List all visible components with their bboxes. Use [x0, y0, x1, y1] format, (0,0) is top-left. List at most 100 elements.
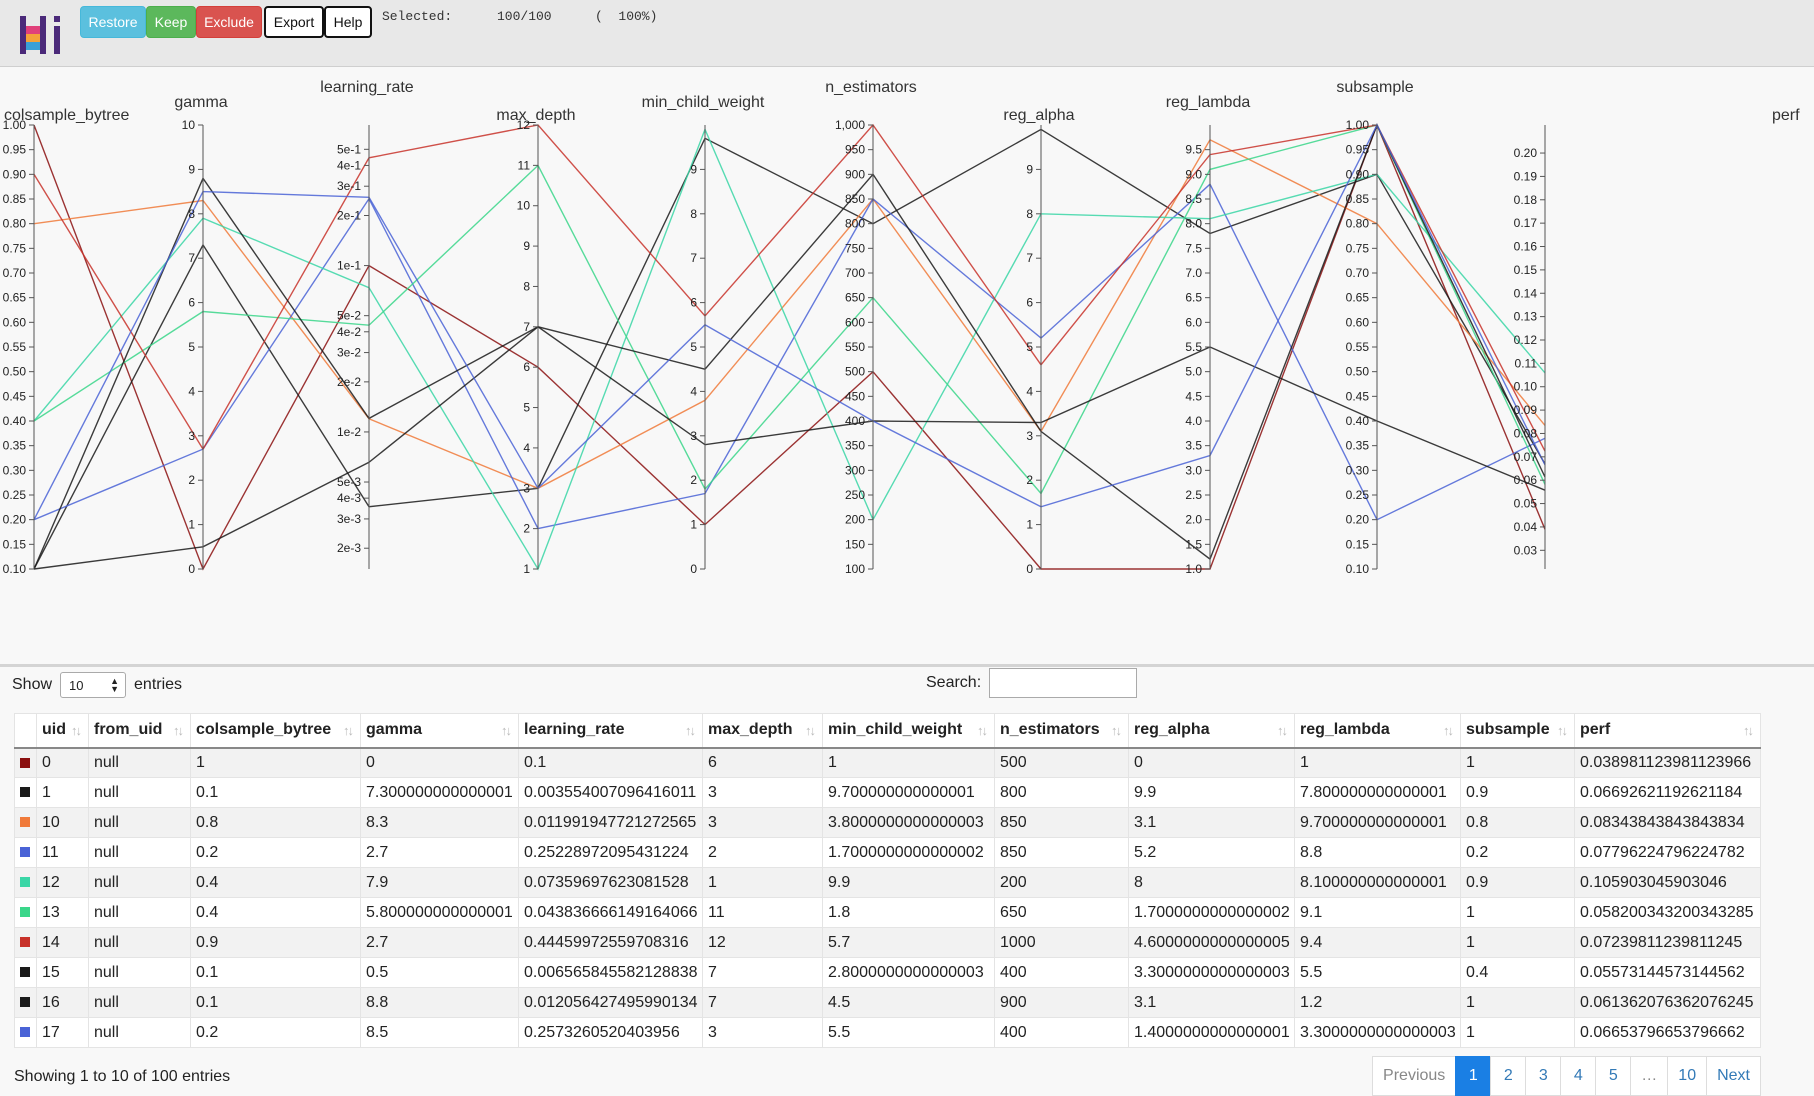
table-cell: 6 [702, 747, 823, 778]
axis-n_estimators[interactable]: n_estimators 1,000 950 900 850 800 750 700 650 60… [825, 79, 917, 576]
entries-select[interactable]: 10 ▲ ▼ [60, 672, 127, 698]
axis-subsample[interactable]: subsample 1.00 0.95 0.90 0.85 0.80 0.75 0.70 0.6… [1336, 79, 1413, 576]
axis-title[interactable]: min_child_weight [642, 94, 765, 111]
table-cell: null [88, 957, 191, 988]
tick-label: 5e-3 [337, 475, 361, 489]
series-line[interactable] [33, 123, 1546, 452]
sort-icon[interactable]: ↑↓ [173, 723, 184, 738]
next-page-button[interactable]: Next [1706, 1056, 1761, 1096]
axis-perf[interactable]: perf 0.20 0.19 0.18 0.17 0.16 0.15 0.14 0.13 0.12… [1514, 107, 1800, 569]
table-row[interactable]: 1 null 0.1 7.300000000000001 0.0035540070964… [14, 777, 1761, 808]
axis-title[interactable]: subsample [1336, 79, 1413, 96]
table-cell: null [88, 777, 191, 808]
sort-icon[interactable]: ↑↓ [343, 723, 354, 738]
tick-label: 0.80 [1346, 217, 1370, 231]
series-line[interactable] [33, 127, 1546, 571]
series-line[interactable] [33, 183, 1546, 530]
page-button-1[interactable]: 1 [1455, 1056, 1492, 1096]
column-header-perf[interactable]: perf ↑↓ [1574, 713, 1761, 749]
tick-label: 0.10 [1514, 380, 1538, 394]
series-line[interactable] [33, 123, 1546, 570]
row-color-cell [14, 897, 37, 928]
series-line[interactable] [33, 124, 1546, 495]
search-input[interactable] [989, 668, 1138, 698]
page-button-2[interactable]: 2 [1490, 1056, 1527, 1096]
series-line[interactable] [33, 123, 1546, 571]
sort-icon[interactable]: ↑↓ [977, 723, 988, 738]
row-color-cell [14, 747, 37, 778]
column-header-max-depth[interactable]: max_depth ↑↓ [702, 713, 823, 749]
parallel-plot[interactable]: colsample_bytree 1.00 0.95 0.90 0.85 0.80 0.75… [0, 68, 1814, 666]
tick-label: 900 [845, 167, 865, 181]
axis-title[interactable]: max_depth [496, 107, 575, 124]
table-row[interactable]: 10 null 0.8 8.3 0.011991947721272565 3 3.80000… [14, 807, 1761, 838]
axis-title[interactable]: learning_rate [320, 79, 414, 96]
help-button[interactable]: Help [324, 6, 372, 38]
table-cell: 0.9 [190, 927, 361, 958]
column-header-colsample-bytree[interactable]: colsample_bytree ↑↓ [190, 713, 361, 749]
series-line[interactable] [33, 123, 1546, 521]
sort-icon[interactable]: ↑↓ [1443, 723, 1454, 738]
sort-icon[interactable]: ↑↓ [501, 723, 512, 738]
restore-button[interactable]: Restore [80, 6, 146, 38]
axis-title[interactable]: colsample_bytree [4, 107, 130, 124]
tick-label: 0.65 [3, 291, 27, 305]
sort-icon[interactable]: ↑↓ [1111, 723, 1122, 738]
series-line[interactable] [33, 138, 1546, 490]
sort-icon[interactable]: ↑↓ [1743, 723, 1754, 738]
table-row[interactable]: 16 null 0.1 8.8 0.012056427495990134 7 4.5 900 3… [14, 987, 1761, 1018]
axis-reg_alpha[interactable]: reg_alpha 9 8 7 6 5 4 3 2 1 0 [1003, 107, 1074, 576]
table-row[interactable]: 12 null 0.4 7.9 0.07359697623081528 1 9.9 200 8 8… [14, 867, 1761, 898]
sort-icon[interactable]: ↑↓ [71, 723, 82, 738]
column-header-uid[interactable]: uid ↑↓ [36, 713, 89, 749]
axis-learning_rate[interactable]: learning_rate 5e-1 4e-1 3e-1 2e-1 1e-1 5e-2 4e-… [320, 79, 414, 569]
series-line[interactable] [33, 128, 1546, 570]
tick-label: 850 [845, 192, 865, 206]
table-row[interactable]: 0 null 1 0 0.1 6 1 500 0 1 1 0.038981123981123966 [14, 747, 1761, 778]
sort-icon[interactable]: ↑↓ [1277, 723, 1288, 738]
axis-min_child_weight[interactable]: min_child_weight 9 8 7 6 5 4 3 2 1 0 [642, 94, 765, 576]
table-row[interactable]: 14 null 0.9 2.7 0.44459972559708316 12 5.7 1000… [14, 927, 1761, 958]
series-line[interactable] [33, 325, 1546, 570]
column-header-min-child-weight[interactable]: min_child_weight ↑↓ [822, 713, 995, 749]
axis-title[interactable]: perf [1772, 107, 1800, 124]
table-cell: 8.5 [360, 1017, 519, 1048]
column-header-reg-alpha[interactable]: reg_alpha ↑↓ [1128, 713, 1295, 749]
table-cell: 0.2 [190, 1017, 361, 1048]
axis-title[interactable]: reg_lambda [1166, 94, 1251, 111]
table-row[interactable]: 11 null 0.2 2.7 0.25228972095431224 2 1.700000… [14, 837, 1761, 868]
column-header-gamma[interactable]: gamma ↑↓ [360, 713, 519, 749]
previous-page-button[interactable]: Previous [1372, 1056, 1457, 1096]
sort-icon[interactable]: ↑↓ [685, 723, 696, 738]
table-cell: null [88, 1017, 191, 1048]
column-header-reg-lambda[interactable]: reg_lambda ↑↓ [1294, 713, 1461, 749]
page-button-4[interactable]: 4 [1560, 1056, 1597, 1096]
tick-label: 9 [523, 239, 530, 253]
column-header-subsample[interactable]: subsample ↑↓ [1460, 713, 1575, 749]
sort-icon[interactable]: ↑↓ [1557, 723, 1568, 738]
table-row[interactable]: 15 null 0.1 0.5 0.006565845582128838 7 2.80000… [14, 957, 1761, 988]
keep-button[interactable]: Keep [146, 6, 196, 38]
axis-title[interactable]: gamma [174, 94, 227, 111]
plot-resize-handle[interactable] [0, 664, 1814, 667]
column-header-from-uid[interactable]: from_uid ↑↓ [88, 713, 191, 749]
page-button-5[interactable]: 5 [1595, 1056, 1632, 1096]
parallel-plot-canvas[interactable]: colsample_bytree1.000.950.900.850.800.75… [0, 68, 1814, 666]
table-row[interactable]: 13 null 0.4 5.800000000000001 0.043836666149… [14, 897, 1761, 928]
axis-title[interactable]: reg_alpha [1003, 107, 1074, 124]
table-cell: 11 [36, 837, 89, 868]
axis-title[interactable]: n_estimators [825, 79, 917, 96]
export-button[interactable]: Export [264, 6, 324, 38]
sort-icon[interactable]: ↑↓ [805, 723, 816, 738]
table-row[interactable]: 17 null 0.2 8.5 0.2573260520403956 3 5.5 400 1.4… [14, 1017, 1761, 1048]
page-button-3[interactable]: 3 [1525, 1056, 1562, 1096]
tick-label: 5e-1 [337, 142, 361, 156]
column-header-learning-rate[interactable]: learning_rate ↑↓ [518, 713, 703, 749]
exclude-button[interactable]: Exclude [196, 6, 262, 38]
axis-reg_lambda[interactable]: reg_lambda 9.5 9.0 8.5 8.0 7.5 7.0 6.5 6.0 5.5 5.0… [1166, 94, 1251, 576]
page-button-10[interactable]: 10 [1667, 1056, 1708, 1096]
column-header-n-estimators[interactable]: n_estimators ↑↓ [994, 713, 1129, 749]
